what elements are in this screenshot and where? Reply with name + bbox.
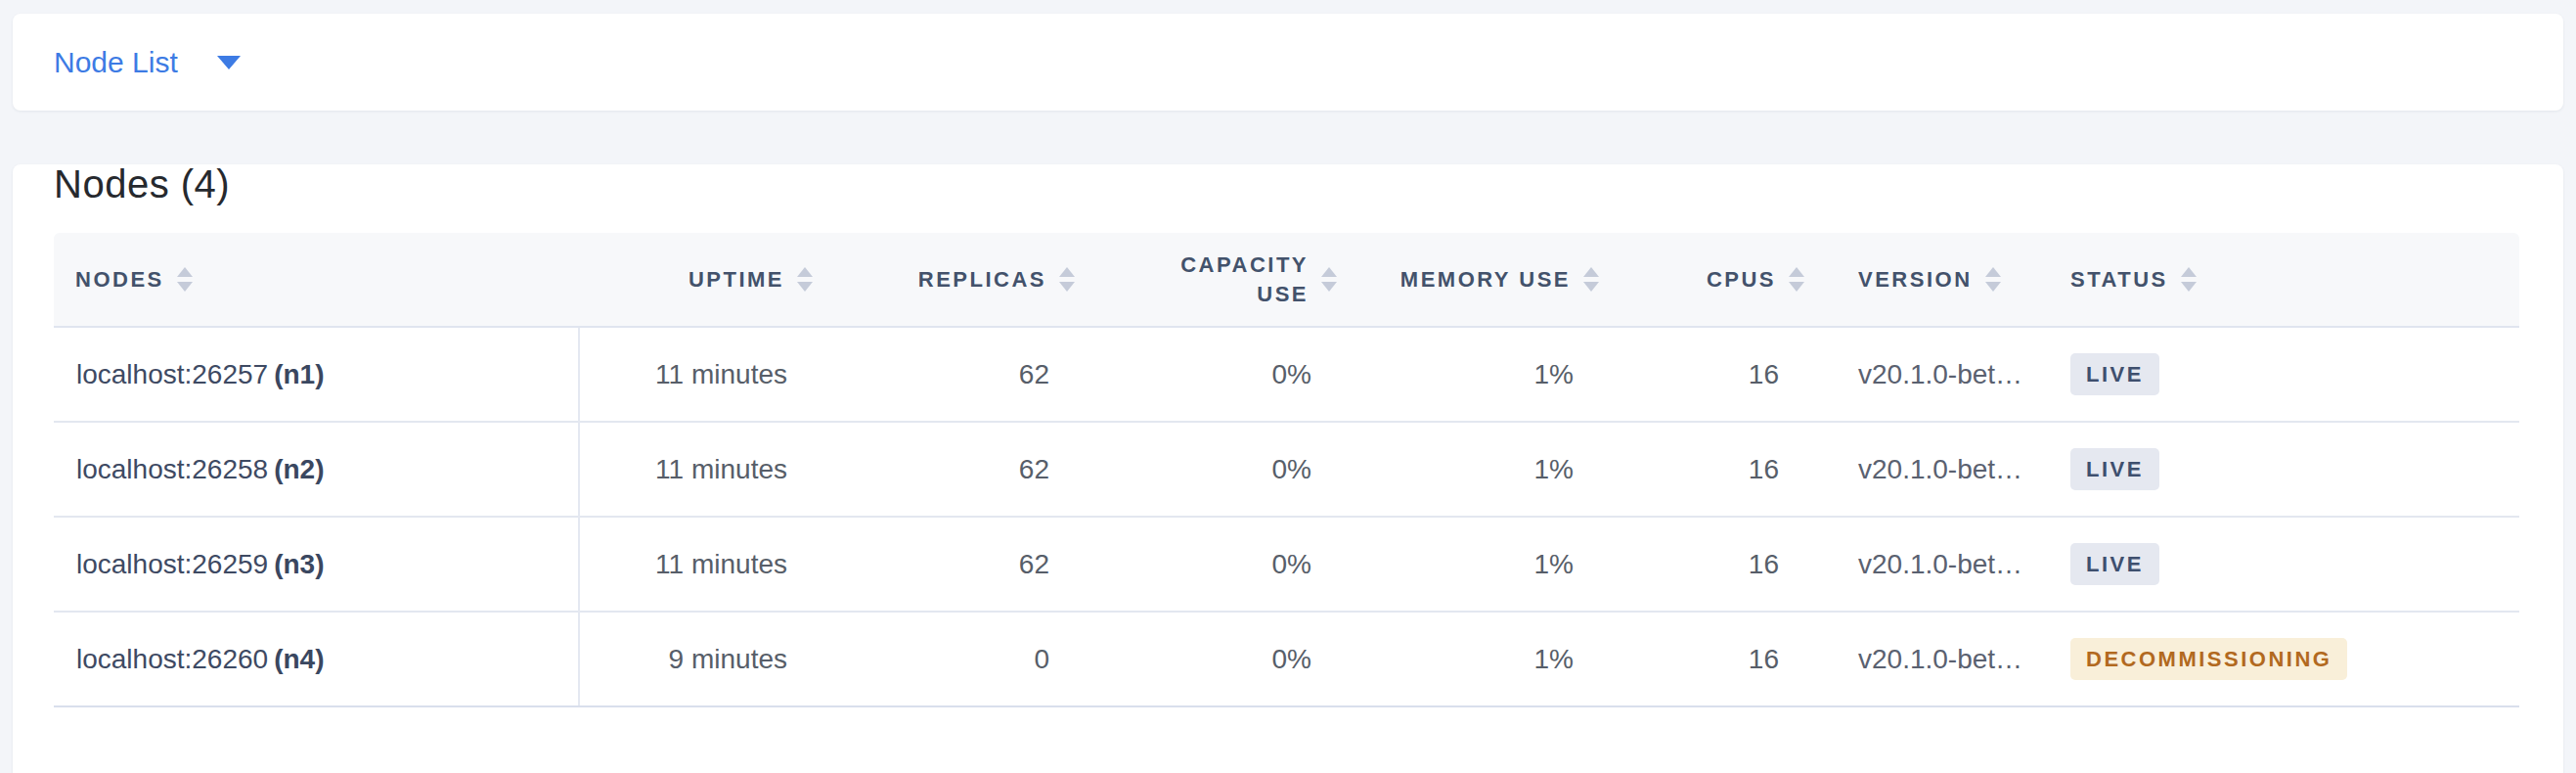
- table-row[interactable]: localhost:26258(n2) 11 minutes 62 0% 1% …: [54, 422, 2519, 517]
- cpus-cell: 16: [1632, 327, 1838, 422]
- sort-down-icon: [1059, 282, 1075, 292]
- sort-up-icon: [1985, 267, 2001, 277]
- sort-up-icon: [177, 267, 193, 277]
- sort-down-icon: [2181, 282, 2197, 292]
- replicas-cell: 62: [846, 422, 1108, 517]
- memory-use-cell: 1%: [1370, 612, 1632, 706]
- version-cell: v20.1.0-bet…: [1838, 422, 2049, 517]
- column-header-label: Version: [1858, 265, 1973, 295]
- node-address-cell[interactable]: localhost:26257(n1): [54, 327, 579, 422]
- version-cell: v20.1.0-bet…: [1838, 517, 2049, 612]
- sort-arrows-icon[interactable]: [1985, 267, 2001, 292]
- capacity-use-cell: 0%: [1108, 612, 1370, 706]
- column-header[interactable]: Version: [1838, 233, 2049, 327]
- status-cell: Live: [2049, 517, 2519, 612]
- column-header[interactable]: Memory Use: [1370, 233, 1632, 327]
- status-cell: Live: [2049, 327, 2519, 422]
- uptime-cell: 11 minutes: [579, 327, 846, 422]
- view-dropdown-label: Node List: [54, 46, 178, 79]
- view-dropdown[interactable]: Node List: [54, 46, 241, 79]
- nodes-title: Nodes (4): [54, 164, 2522, 204]
- status-cell: Decommissioning: [2049, 612, 2519, 706]
- status-badge: Live: [2070, 543, 2159, 585]
- nodes-table: Nodes Uptime Replicas Capacity Use: [54, 233, 2519, 707]
- caret-down-icon: [217, 56, 241, 69]
- capacity-use-cell: 0%: [1108, 422, 1370, 517]
- uptime-cell: 11 minutes: [579, 422, 846, 517]
- replicas-cell: 62: [846, 327, 1108, 422]
- node-address[interactable]: localhost:26257: [76, 359, 268, 389]
- sort-up-icon: [797, 267, 813, 277]
- sort-arrows-icon[interactable]: [2181, 267, 2197, 292]
- column-header[interactable]: Uptime: [579, 233, 846, 327]
- node-id: (n1): [274, 359, 324, 389]
- column-header-label: CPUs: [1707, 265, 1776, 295]
- table-row[interactable]: localhost:26257(n1) 11 minutes 62 0% 1% …: [54, 327, 2519, 422]
- node-address-cell[interactable]: localhost:26260(n4): [54, 612, 579, 706]
- column-header-label: Status: [2070, 265, 2168, 295]
- sort-down-icon: [177, 282, 193, 292]
- column-header[interactable]: Replicas: [846, 233, 1108, 327]
- column-header[interactable]: CPUs: [1632, 233, 1838, 327]
- column-header-label: Capacity Use: [1147, 250, 1309, 309]
- column-header-label: Memory Use: [1400, 265, 1571, 295]
- sort-down-icon: [1789, 282, 1804, 292]
- sort-up-icon: [1583, 267, 1599, 277]
- column-header-label: Nodes: [75, 265, 164, 295]
- node-id: (n3): [274, 549, 324, 579]
- cpus-cell: 16: [1632, 422, 1838, 517]
- status-cell: Live: [2049, 422, 2519, 517]
- nodes-card: Nodes (4) Nodes Uptime Replicas: [13, 164, 2563, 773]
- node-address-cell[interactable]: localhost:26258(n2): [54, 422, 579, 517]
- status-badge: Live: [2070, 353, 2159, 395]
- status-badge: Decommissioning: [2070, 638, 2347, 680]
- memory-use-cell: 1%: [1370, 517, 1632, 612]
- replicas-cell: 0: [846, 612, 1108, 706]
- node-address-cell[interactable]: localhost:26259(n3): [54, 517, 579, 612]
- column-header-label: Uptime: [688, 265, 784, 295]
- version-cell: v20.1.0-bet…: [1838, 327, 2049, 422]
- node-address[interactable]: localhost:26258: [76, 454, 268, 484]
- replicas-cell: 62: [846, 517, 1108, 612]
- column-header[interactable]: Status: [2049, 233, 2519, 327]
- version-cell: v20.1.0-bet…: [1838, 612, 2049, 706]
- table-row[interactable]: localhost:26259(n3) 11 minutes 62 0% 1% …: [54, 517, 2519, 612]
- cpus-cell: 16: [1632, 612, 1838, 706]
- sort-arrows-icon[interactable]: [177, 267, 193, 292]
- sort-up-icon: [1059, 267, 1075, 277]
- capacity-use-cell: 0%: [1108, 327, 1370, 422]
- cpus-cell: 16: [1632, 517, 1838, 612]
- memory-use-cell: 1%: [1370, 422, 1632, 517]
- node-id: (n4): [274, 644, 324, 674]
- sort-down-icon: [797, 282, 813, 292]
- sort-down-icon: [1985, 282, 2001, 292]
- node-address[interactable]: localhost:26260: [76, 644, 268, 674]
- status-badge: Live: [2070, 448, 2159, 490]
- sort-up-icon: [2181, 267, 2197, 277]
- capacity-use-cell: 0%: [1108, 517, 1370, 612]
- memory-use-cell: 1%: [1370, 327, 1632, 422]
- node-address[interactable]: localhost:26259: [76, 549, 268, 579]
- uptime-cell: 9 minutes: [579, 612, 846, 706]
- table-body: localhost:26257(n1) 11 minutes 62 0% 1% …: [54, 327, 2519, 706]
- sort-down-icon: [1583, 282, 1599, 292]
- sort-arrows-icon[interactable]: [1321, 267, 1337, 292]
- sort-down-icon: [1321, 282, 1337, 292]
- column-header[interactable]: Capacity Use: [1108, 233, 1370, 327]
- table-header-row: Nodes Uptime Replicas Capacity Use: [54, 233, 2519, 327]
- column-header-label: Replicas: [918, 265, 1046, 295]
- sort-up-icon: [1789, 267, 1804, 277]
- table-row[interactable]: localhost:26260(n4) 9 minutes 0 0% 1% 16…: [54, 612, 2519, 706]
- sort-arrows-icon[interactable]: [1789, 267, 1804, 292]
- view-switcher-bar: Node List: [13, 14, 2563, 111]
- uptime-cell: 11 minutes: [579, 517, 846, 612]
- sort-up-icon: [1321, 267, 1337, 277]
- sort-arrows-icon[interactable]: [797, 267, 813, 292]
- column-header[interactable]: Nodes: [54, 233, 579, 327]
- sort-arrows-icon[interactable]: [1583, 267, 1599, 292]
- sort-arrows-icon[interactable]: [1059, 267, 1075, 292]
- node-id: (n2): [274, 454, 324, 484]
